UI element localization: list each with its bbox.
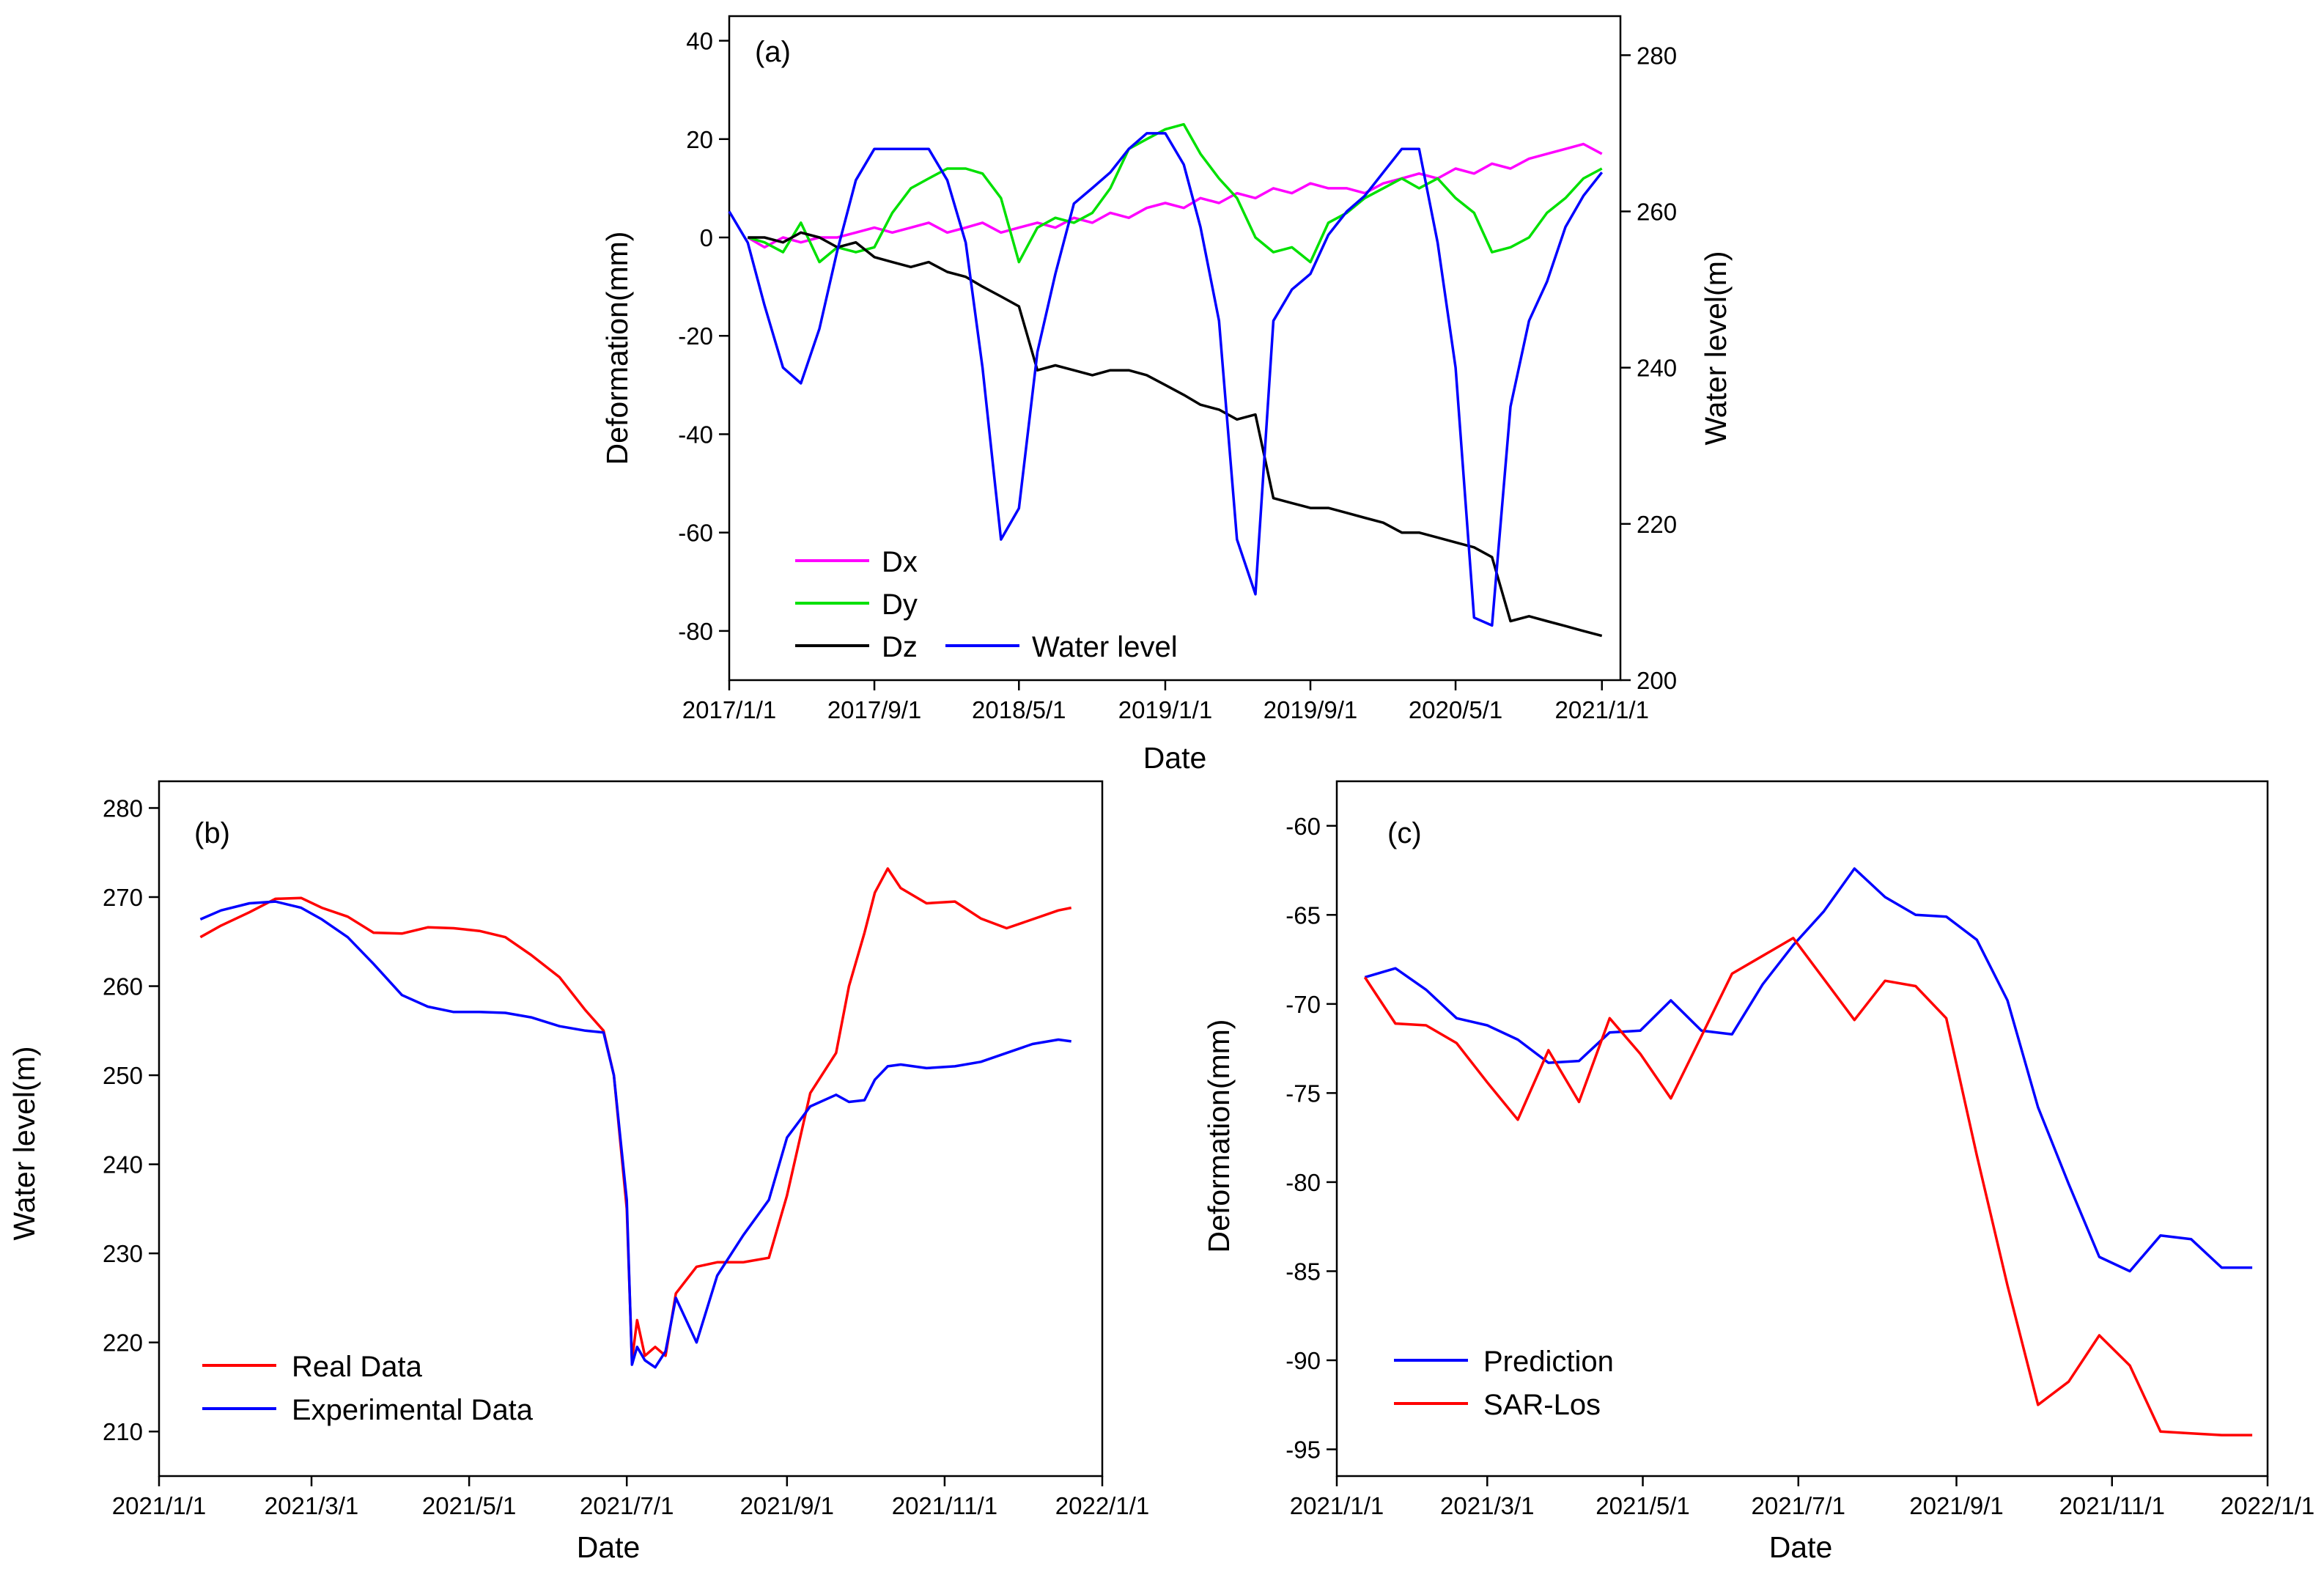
x-tick-label: 2017/1/1 bbox=[682, 696, 776, 723]
series-line-sar-los bbox=[1363, 937, 2253, 1436]
panel-b-legend: Real Data Experimental Data bbox=[202, 1351, 534, 1426]
y-right-tick-label: 200 bbox=[1637, 667, 1677, 694]
panel-b-x-axis-title: Date bbox=[577, 1530, 641, 1564]
y-tick-label: 280 bbox=[103, 794, 143, 822]
x-tick-label: 2021/5/1 bbox=[1596, 1492, 1689, 1519]
y-tick-label: 250 bbox=[103, 1062, 143, 1089]
series-line-dx bbox=[747, 142, 1603, 249]
panel-c: 2021/1/1 2021/3/1 2021/5/1 2021/7/1 2021/9/1… bbox=[1202, 780, 2314, 1564]
y-tick-label: -80 bbox=[1285, 1169, 1321, 1196]
panel-c-legend: Prediction SAR-Los bbox=[1394, 1346, 1614, 1421]
panel-a-legend: Dx Dy Dz Water level bbox=[795, 546, 1178, 663]
legend-dy-label: Dy bbox=[882, 589, 918, 621]
panel-c-label: (c) bbox=[1387, 817, 1422, 849]
x-tick-label: 2018/5/1 bbox=[972, 696, 1066, 723]
panel-b-frame bbox=[158, 780, 1104, 1478]
y-tick-label: 0 bbox=[700, 224, 713, 251]
y-tick-label: -75 bbox=[1285, 1080, 1321, 1107]
y-tick-label: -60 bbox=[1285, 813, 1321, 840]
y-tick-label: 270 bbox=[103, 884, 143, 911]
panel-c-x-axis-title: Date bbox=[1769, 1530, 1833, 1564]
y-tick-label: -95 bbox=[1285, 1436, 1321, 1464]
x-tick-label: 2021/7/1 bbox=[1752, 1492, 1845, 1519]
x-tick-label: 2021/11/1 bbox=[2059, 1492, 2165, 1519]
panel-a-y-axis-title: Deformation(mm) bbox=[600, 232, 634, 465]
legend-experimental-data-label: Experimental Data bbox=[292, 1394, 534, 1426]
x-tick-label: 2019/9/1 bbox=[1264, 696, 1357, 723]
x-tick-label: 2021/9/1 bbox=[1909, 1492, 2003, 1519]
x-tick-label: 2021/3/1 bbox=[1440, 1492, 1534, 1519]
y-tick-label: 40 bbox=[686, 28, 713, 55]
y-tick-label: -70 bbox=[1285, 991, 1321, 1018]
legend-prediction-label: Prediction bbox=[1483, 1346, 1614, 1378]
x-tick-label: 2017/9/1 bbox=[827, 696, 921, 723]
panel-a-x-axis-title: Date bbox=[1143, 741, 1207, 775]
x-tick-label: 2021/1/1 bbox=[1290, 1492, 1384, 1519]
y-right-tick-label: 260 bbox=[1637, 198, 1677, 225]
y-tick-label: -80 bbox=[678, 618, 713, 645]
series-line-real-data bbox=[199, 867, 1072, 1362]
y-tick-label: -20 bbox=[678, 322, 713, 350]
panel-a-frame bbox=[728, 15, 1622, 682]
legend-water-level-label: Water level bbox=[1032, 631, 1178, 663]
y-tick-label: 230 bbox=[103, 1240, 143, 1267]
y-tick-label: -90 bbox=[1285, 1347, 1321, 1374]
x-tick-label: 2019/1/1 bbox=[1118, 696, 1212, 723]
legend-dz-label: Dz bbox=[882, 631, 918, 663]
y-right-tick-label: 280 bbox=[1637, 42, 1677, 69]
y-tick-label: 240 bbox=[103, 1151, 143, 1179]
x-tick-label: 2022/1/1 bbox=[1055, 1492, 1149, 1519]
panel-c-ticks: 2021/1/1 2021/3/1 2021/5/1 2021/7/1 2021/9/1… bbox=[1285, 813, 2314, 1519]
series-line-prediction bbox=[1364, 867, 2253, 1273]
y-tick-label: 20 bbox=[686, 126, 713, 153]
panel-b: 2021/1/1 2021/3/1 2021/5/1 2021/7/1 2021/9/1… bbox=[7, 780, 1149, 1564]
x-tick-label: 2021/11/1 bbox=[892, 1492, 997, 1519]
panel-c-y-axis-title: Deformation(mm) bbox=[1202, 1019, 1236, 1253]
y-tick-label: 210 bbox=[103, 1418, 143, 1445]
panel-a-label: (a) bbox=[755, 36, 791, 68]
panel-c-lines bbox=[1363, 867, 2253, 1436]
x-tick-label: 2021/9/1 bbox=[740, 1492, 834, 1519]
x-tick-label: 2022/1/1 bbox=[2221, 1492, 2314, 1519]
y-tick-label: -40 bbox=[678, 421, 713, 448]
series-line-dy bbox=[747, 122, 1603, 264]
panel-a-y-right-axis-title: Water level(m) bbox=[1699, 251, 1733, 446]
y-tick-label: 260 bbox=[103, 973, 143, 1000]
legend-real-data-label: Real Data bbox=[292, 1351, 423, 1383]
panel-b-ticks: 2021/1/1 2021/3/1 2021/5/1 2021/7/1 2021/9/1… bbox=[103, 794, 1149, 1519]
panel-b-label: (b) bbox=[194, 817, 230, 849]
series-line-experimental-data bbox=[199, 900, 1071, 1369]
panel-c-frame bbox=[1335, 780, 2269, 1478]
y-tick-label: -60 bbox=[678, 520, 713, 547]
y-tick-label: -85 bbox=[1285, 1258, 1321, 1285]
panel-a-lines bbox=[728, 122, 1604, 638]
legend-sar-los-label: SAR-Los bbox=[1483, 1389, 1601, 1421]
panel-a: 2017/1/1 2017/9/1 2018/5/1 2019/1/1 2019/9/1… bbox=[600, 15, 1733, 775]
series-line-water-level bbox=[728, 132, 1604, 627]
legend-dx-label: Dx bbox=[882, 546, 918, 578]
x-tick-label: 2021/1/1 bbox=[1555, 696, 1649, 723]
x-tick-label: 2021/3/1 bbox=[265, 1492, 358, 1519]
x-tick-label: 2021/7/1 bbox=[580, 1492, 674, 1519]
y-tick-label: -65 bbox=[1285, 901, 1321, 929]
y-tick-label: 220 bbox=[103, 1329, 143, 1357]
series-line-dz bbox=[748, 231, 1603, 638]
y-right-tick-label: 240 bbox=[1637, 355, 1677, 382]
y-right-tick-label: 220 bbox=[1637, 511, 1677, 538]
x-tick-label: 2021/5/1 bbox=[422, 1492, 516, 1519]
panel-b-y-axis-title: Water level(m) bbox=[7, 1047, 41, 1241]
panel-a-ticks: 2017/1/1 2017/9/1 2018/5/1 2019/1/1 2019/9/1… bbox=[678, 28, 1677, 723]
x-tick-label: 2020/5/1 bbox=[1409, 696, 1502, 723]
panel-b-lines bbox=[199, 867, 1072, 1369]
x-tick-label: 2021/1/1 bbox=[112, 1492, 206, 1519]
